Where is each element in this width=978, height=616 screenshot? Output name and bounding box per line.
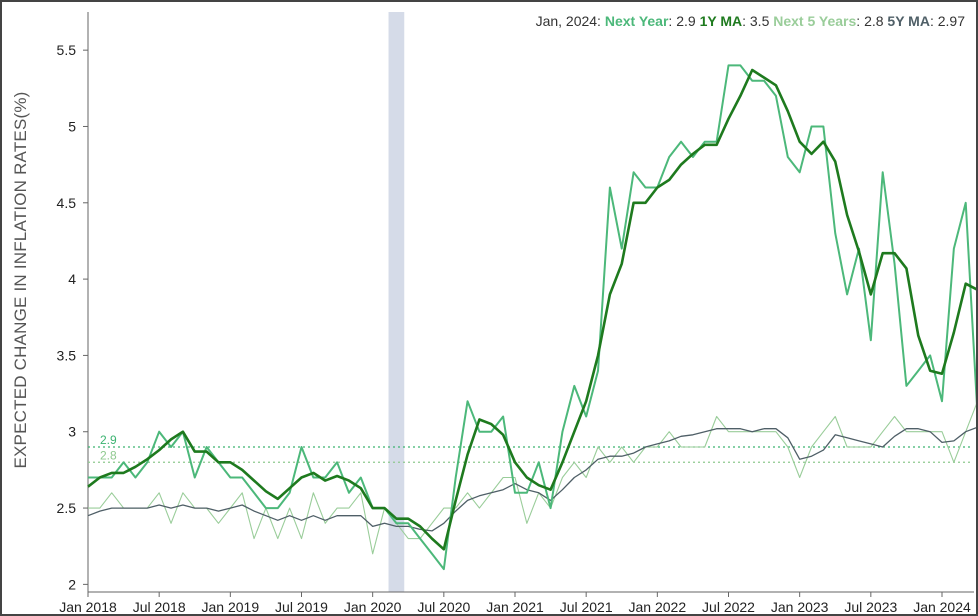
x-tick-label: Jul 2023 (844, 599, 897, 614)
y-tick-label: 4 (68, 271, 76, 287)
y-tick-label: 5.5 (57, 42, 77, 58)
shaded-region-layer (388, 12, 405, 592)
x-tick-label: Jul 2020 (417, 599, 470, 614)
x-tick-label: Jul 2021 (560, 599, 613, 614)
y-tick-label: 2 (68, 576, 76, 592)
reference-label: 2.8 (100, 448, 117, 462)
readout-next-year-value: 2.9 (676, 13, 696, 29)
readout-next-5-years-name: Next 5 Years (773, 13, 856, 29)
series-line (87, 427, 976, 532)
reference-lines-layer: 2.92.8 (88, 433, 972, 463)
series-line (87, 68, 976, 551)
readout-1y-ma-value: 3.5 (750, 13, 770, 29)
y-tick-label: 4.5 (57, 195, 77, 211)
x-tick-label: Jan 2019 (202, 599, 260, 614)
x-tick-label: Jul 2018 (133, 599, 186, 614)
series-lines-layer (87, 64, 976, 571)
y-tick-label: 2.5 (57, 500, 77, 516)
reference-label: 2.9 (100, 433, 117, 447)
x-tick-label: Jul 2019 (275, 599, 328, 614)
x-tick-label: Jul 2022 (702, 599, 755, 614)
x-tick-label: Jan 2023 (771, 599, 829, 614)
hover-readout: Jan, 2024: Next Year: 2.9 1Y MA: 3.5 Nex… (536, 13, 966, 29)
x-tick-label: Jan 2024 (913, 599, 971, 614)
y-axis-label: EXPECTED CHANGE IN INFLATION RATES(%) (11, 91, 30, 468)
y-tick-label: 3 (68, 424, 76, 440)
x-tick-label: Jan 2020 (344, 599, 402, 614)
axes-layer: 2 2.5 3 3.5 4 4.5 5 5.5 Jan 2018 Jul 2018 Jan 2019… (57, 12, 974, 614)
y-tick-label: 3.5 (57, 347, 77, 363)
x-tick-label: Jan 2022 (629, 599, 687, 614)
readout-date: Jan, 2024: (536, 13, 601, 29)
readout-5y-ma-name: 5Y MA (887, 13, 930, 29)
readout-5y-ma-value: 2.97 (938, 13, 965, 29)
recession-shade (388, 12, 405, 592)
readout-1y-ma-name: 1Y MA (700, 13, 743, 29)
readout-next-year-name: Next Year (605, 13, 669, 29)
x-tick-label: Jan 2021 (486, 599, 544, 614)
x-tick-label: Jan 2018 (59, 599, 117, 614)
series-line (88, 64, 976, 571)
readout-next-5-years-value: 2.8 (864, 13, 884, 29)
series-line (88, 403, 976, 555)
y-tick-label: 5 (68, 118, 76, 134)
